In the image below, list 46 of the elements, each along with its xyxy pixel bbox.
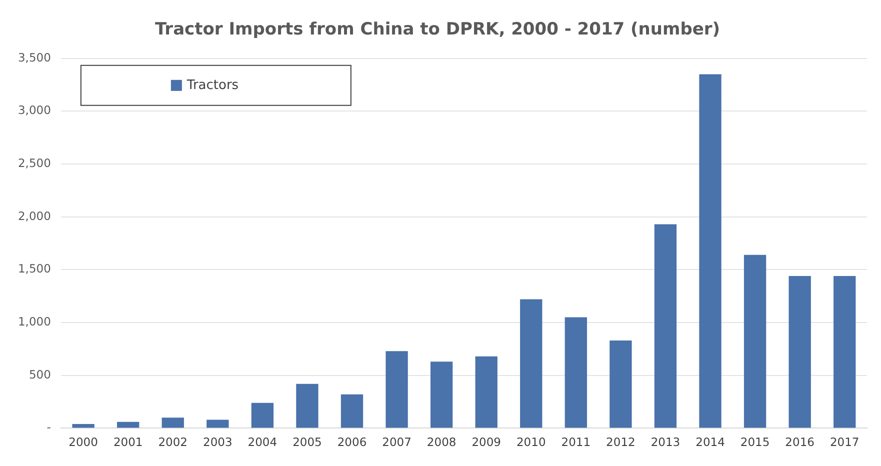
bar — [340, 394, 364, 428]
x-tick-label: 2009 — [472, 435, 501, 450]
bar — [834, 276, 856, 428]
y-tick-label: 1,000 — [18, 314, 51, 329]
bar — [251, 402, 274, 428]
x-tick-label: 2003 — [203, 435, 232, 450]
x-tick-label: 2015 — [740, 435, 770, 450]
x-tick-label: 2014 — [696, 435, 725, 450]
y-tick-label: 1,500 — [18, 262, 51, 276]
x-tick-label: 2017 — [830, 435, 860, 450]
y-tick-label: 2,000 — [18, 208, 51, 223]
y-tick-label: 500 — [28, 367, 51, 382]
x-tick-label: 2012 — [606, 435, 636, 450]
x-tick-label: 2010 — [516, 435, 546, 450]
x-tick-label: 2011 — [561, 435, 591, 450]
y-tick-label: 3,000 — [18, 103, 51, 118]
bar — [162, 418, 184, 428]
bar — [788, 276, 811, 428]
bar — [475, 356, 498, 428]
x-tick-label: 2004 — [248, 435, 278, 450]
x-tick-label: 2006 — [337, 435, 367, 450]
bar — [564, 317, 587, 428]
x-tick-label: 2013 — [650, 435, 680, 450]
chart-title: Tractor Imports from China to DPRK, 2000 - 2017 (number) — [154, 20, 720, 40]
legend-label: Tractors — [186, 78, 239, 93]
bar — [430, 362, 453, 428]
y-tick-label: 2,500 — [18, 156, 51, 170]
y-tick-label: - — [46, 420, 51, 434]
x-tick-label: 2001 — [113, 435, 143, 450]
bar — [206, 420, 229, 428]
x-tick-label: 2002 — [158, 435, 188, 450]
bar — [117, 422, 140, 428]
bar — [699, 74, 722, 428]
bar — [72, 424, 94, 428]
x-tick-label: 2008 — [426, 435, 456, 450]
x-tick-label: 2016 — [785, 435, 814, 450]
bar — [296, 384, 318, 428]
x-tick-label: 2000 — [68, 435, 98, 450]
bar — [520, 299, 542, 428]
bar — [610, 340, 632, 428]
bar — [744, 254, 766, 428]
bar — [654, 224, 677, 428]
x-tick-label: 2005 — [292, 435, 322, 450]
bar — [386, 351, 408, 428]
x-tick-label: 2007 — [382, 435, 412, 450]
y-tick-label: 3,500 — [18, 50, 51, 64]
